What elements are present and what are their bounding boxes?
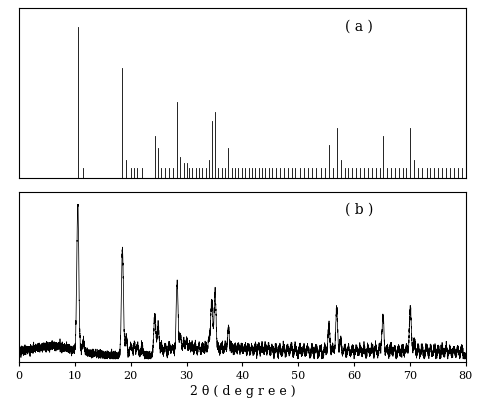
Text: ( a ): ( a ) <box>345 20 373 33</box>
Text: ( b ): ( b ) <box>345 203 373 217</box>
X-axis label: 2 θ ( d e g r e e ): 2 θ ( d e g r e e ) <box>190 385 295 398</box>
